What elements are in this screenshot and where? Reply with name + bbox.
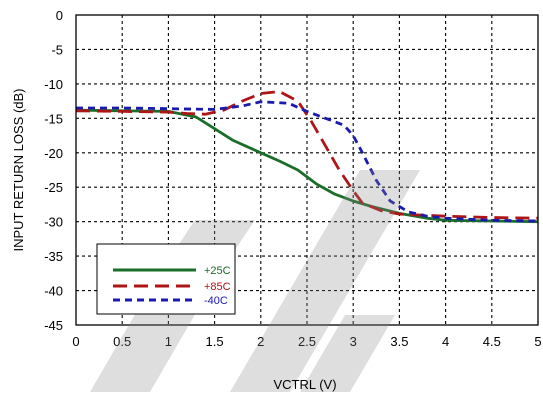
series-line-0 (75, 108, 539, 224)
x-tick-label: 1 (165, 334, 172, 349)
x-tick-label: 2.5 (298, 334, 316, 349)
watermark-stroke-r (230, 170, 420, 392)
y-tick-label: -45 (44, 318, 63, 333)
x-tick-label: 5 (534, 334, 541, 349)
x-tick-label: 3.5 (390, 334, 408, 349)
legend-label-25c: +25C (204, 265, 231, 277)
y-tick-label: -30 (44, 215, 63, 230)
x-axis-title: VCTRL (V) (273, 377, 336, 392)
y-tick-label: -5 (51, 42, 63, 57)
y-tick-label: -10 (44, 77, 63, 92)
watermark-stroke-e (300, 315, 395, 392)
series-line-2 (76, 100, 539, 223)
x-tick-label: 0.5 (113, 334, 131, 349)
x-tick-label: 3 (350, 334, 357, 349)
watermark-text: PRE (20, 368, 47, 383)
y-tick-label: 0 (56, 8, 63, 23)
x-tick-label: 2 (257, 334, 264, 349)
plot-frame (75, 14, 539, 326)
legend-box (96, 243, 236, 315)
legend: +25C +85C -40C (96, 243, 236, 315)
x-tick-label: 4.5 (483, 334, 501, 349)
tick-labels: 0 0.5 1 1.5 2 2.5 3 3.5 4 4.5 5 0 -5 -10 -15 -20 -25 -30 -… (44, 8, 541, 349)
legend-label-85c: +85C (204, 281, 231, 293)
x-tick-label: 0 (72, 334, 79, 349)
legend-label-m40c: -40C (204, 295, 228, 307)
y-tick-label: -20 (44, 146, 63, 161)
y-axis-title: INPUT RETURN LOSS (dB) (11, 88, 26, 251)
y-tick-label: -25 (44, 180, 63, 195)
series-lines (75, 90, 539, 224)
y-tick-label: -40 (44, 284, 63, 299)
x-tick-label: 1.5 (206, 334, 224, 349)
y-tick-label: -35 (44, 249, 63, 264)
x-tick-label: 4 (442, 334, 449, 349)
y-tick-label: -15 (44, 111, 63, 126)
